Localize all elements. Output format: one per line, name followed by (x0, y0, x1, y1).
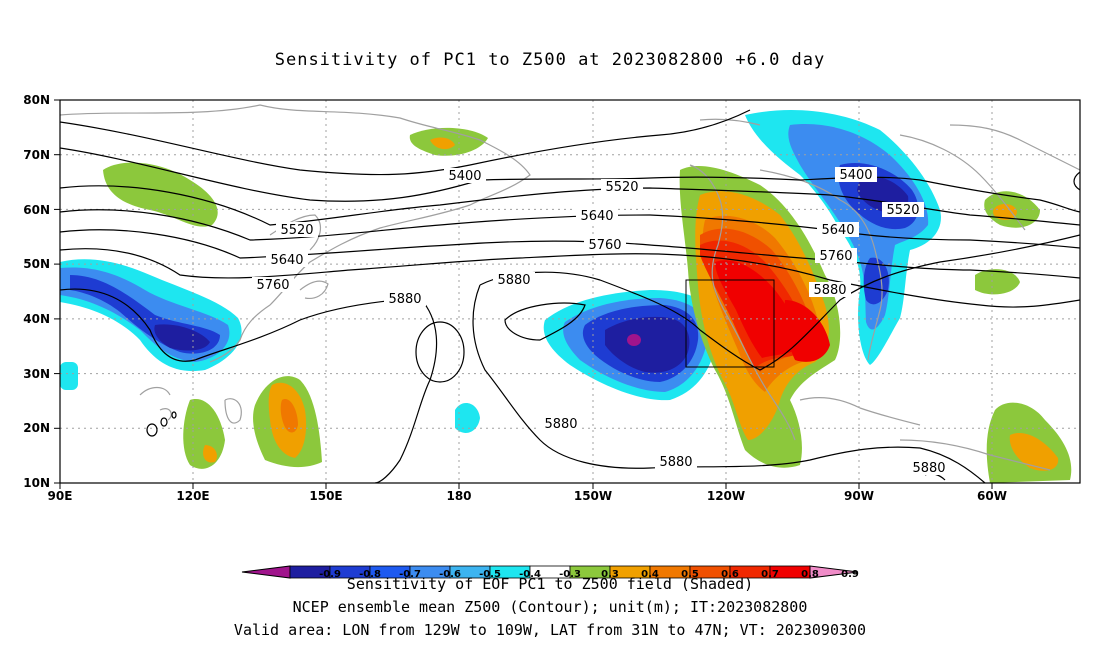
contour-labels: 5400 5520 5640 5760 5880 5880 5880 5400 … (252, 167, 950, 476)
colorbar-tick-label: 0.8 (801, 569, 819, 580)
contour-label: 5640 (580, 209, 613, 224)
lat-label: 20N (23, 421, 50, 435)
colorbar-tick-label: -0.7 (399, 569, 421, 580)
contour-label: 5640 (821, 223, 854, 238)
lon-label: 150E (309, 489, 342, 503)
contour-label: 5400 (839, 168, 872, 183)
contour-label: 5520 (280, 223, 313, 238)
lat-label: 50N (23, 257, 50, 271)
contour-label: 5760 (256, 278, 289, 293)
caption-contour: NCEP ensemble mean Z500 (Contour); unit(… (292, 598, 808, 616)
page-title: Sensitivity of PC1 to Z500 at 2023082800… (274, 50, 826, 70)
contour-label: 5880 (659, 455, 692, 470)
lat-label: 60N (23, 203, 50, 217)
colorbar: -0.9 -0.8 -0.7 -0.6 -0.5 -0.4 -0.3 0.3 0.4 0.5 0.6… (241, 565, 859, 580)
contour-label: 5640 (270, 253, 303, 268)
colorbar-max-arrow (809, 565, 859, 579)
contour-label: 5520 (886, 203, 919, 218)
graticule (60, 100, 1080, 483)
sensitivity-shading (60, 110, 1072, 483)
lat-label: 10N (23, 476, 50, 490)
colorbar-tick-label: 0.5 (681, 569, 699, 580)
map-frame (59, 99, 1081, 484)
lat-label: 40N (23, 312, 50, 326)
contour-label: 5520 (605, 180, 638, 195)
colorbar-tick-label: -0.8 (359, 569, 381, 580)
contour-label: 5880 (813, 283, 846, 298)
contour-label: 5880 (544, 417, 577, 432)
contour-label: 5760 (588, 238, 621, 253)
colorbar-tick-label: -0.5 (479, 569, 501, 580)
caption-valid-area: Valid area: LON from 129W to 109W, LAT f… (233, 621, 867, 639)
lon-label: 150W (574, 489, 612, 503)
latitude-labels: 80N 70N 60N 50N 40N 30N 20N 10N (23, 93, 50, 490)
colorbar-tick-label: -0.6 (439, 569, 461, 580)
contour-label: 5880 (912, 461, 945, 476)
lon-label: 60W (977, 489, 1007, 503)
colorbar-tick-label: 0.7 (761, 569, 779, 580)
lon-label: 120E (176, 489, 209, 503)
colorbar-tick-label: -0.4 (519, 569, 541, 580)
contour-label: 5760 (819, 249, 852, 264)
lon-label: 180 (446, 489, 471, 503)
axis-ticks (54, 99, 993, 489)
caption-shading: Sensitivity of EOF PC1 to Z500 field (Sh… (346, 575, 754, 593)
valid-area-box (685, 279, 775, 368)
longitude-labels: 90E 120E 150E 180 150W 120W 90W 60W (48, 489, 1007, 503)
colorbar-tick-label: 0.9 (841, 569, 859, 580)
colorbar-tick-label: 0.6 (721, 569, 739, 580)
colorbar-tick-label: 0.3 (601, 569, 619, 580)
lon-label: 120W (707, 489, 745, 503)
colorbar-tick-label: -0.3 (559, 569, 581, 580)
colorbar-tick-label: 0.4 (641, 569, 659, 580)
contour-label: 5400 (448, 169, 481, 184)
contour-label: 5880 (497, 273, 530, 288)
lon-label: 90E (48, 489, 73, 503)
contour-label: 5880 (388, 292, 421, 307)
colorbar-tick-label: -0.9 (319, 569, 341, 580)
coastlines (60, 104, 1080, 471)
lat-label: 70N (23, 148, 50, 162)
lon-label: 90W (844, 489, 874, 503)
lat-label: 80N (23, 93, 50, 107)
lat-label: 30N (23, 367, 50, 381)
